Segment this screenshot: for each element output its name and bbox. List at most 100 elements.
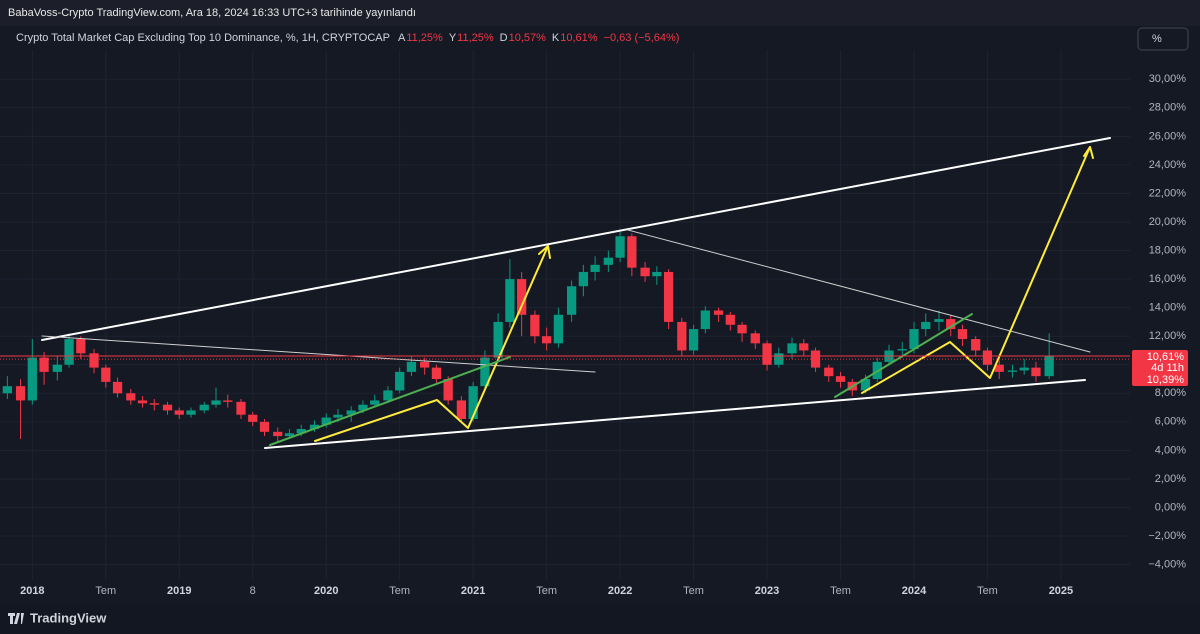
x-tick-label: Tem [977, 585, 998, 597]
candle-body [774, 353, 784, 365]
candle-body [1044, 356, 1054, 377]
candle-body [982, 350, 993, 365]
candle-body [333, 414, 343, 418]
candle-body [27, 357, 37, 401]
footer-bar [0, 604, 1200, 634]
candle-body [909, 329, 919, 350]
legend-value: 10,61% [560, 32, 598, 44]
drawings [41, 137, 1111, 449]
y-tick-label: 18,00% [1149, 244, 1187, 256]
candle-body [505, 279, 515, 322]
candle-body [431, 367, 442, 380]
scale-button-label[interactable]: % [1152, 33, 1162, 45]
candle-body [897, 349, 907, 351]
x-tick-label: Tem [389, 585, 410, 597]
x-tick-label: 2019 [167, 585, 191, 597]
candle-body [358, 404, 368, 411]
publish-info: BabaVoss-Crypto TradingView.com, Ara 18,… [8, 7, 416, 19]
candle-body [370, 400, 380, 405]
y-tick-label: 0,00% [1155, 501, 1186, 513]
candle-body [395, 371, 405, 391]
candle-body [725, 314, 735, 325]
candle-body [126, 393, 136, 401]
candle-body [468, 386, 478, 419]
y-tick-label: 28,00% [1149, 102, 1187, 114]
x-tick-label: Tem [830, 585, 851, 597]
candle-body [603, 257, 613, 265]
candle-body [860, 379, 871, 391]
trend-line [269, 356, 511, 446]
y-tick-label: 4,00% [1155, 444, 1186, 456]
candle-body [223, 400, 233, 402]
candle-body [76, 339, 86, 354]
price-label: 10,61% [1147, 351, 1185, 363]
x-tick-label: Tem [683, 585, 704, 597]
candle-body [321, 417, 331, 425]
candle-body [677, 321, 687, 351]
x-tick-label: 2020 [314, 585, 338, 597]
candle-body [1007, 370, 1018, 372]
candle-body [273, 431, 283, 437]
brand-logo [8, 613, 24, 624]
candle-body [971, 339, 981, 351]
candle-body [615, 236, 625, 258]
candle-body [174, 410, 184, 415]
candle-body [2, 386, 12, 394]
x-tick-label: 2018 [20, 585, 44, 597]
price-lines [0, 355, 1130, 360]
scale-button[interactable] [1137, 27, 1189, 51]
candle-body [663, 271, 674, 322]
candle-body [688, 329, 699, 351]
candle-body [199, 404, 209, 411]
y-tick-label: 6,00% [1155, 416, 1186, 428]
arrow-head [1083, 146, 1094, 159]
candle-body [89, 353, 99, 368]
candle-body [112, 381, 123, 394]
candle-body [824, 367, 834, 377]
x-tick-label: 8 [250, 585, 256, 597]
x-tick-label: Tem [95, 585, 116, 597]
candle-body [15, 386, 26, 401]
y-tick-label: −2,00% [1148, 530, 1186, 542]
candle-body [493, 321, 503, 358]
candle-body [284, 433, 295, 437]
trend-line [834, 313, 973, 398]
y-tick-label: 26,00% [1149, 130, 1187, 142]
legend-value: 10,57% [509, 32, 547, 44]
candles [2, 229, 1054, 442]
candle-body [957, 329, 968, 340]
candle-body [1031, 367, 1041, 377]
y-tick-label: 12,00% [1149, 330, 1187, 342]
trend-line [41, 137, 1111, 341]
header-bar [0, 0, 1200, 26]
candle-body [700, 310, 710, 330]
candle-body [640, 267, 650, 277]
candle-body [456, 400, 467, 419]
price-label: 10,39% [1147, 374, 1185, 386]
candle-body [406, 361, 417, 372]
candle-body [211, 400, 221, 405]
candle-body [39, 357, 49, 372]
candle-body [52, 364, 62, 372]
y-axis: 30,00% 28,00% 26,00% 24,00% 22,00% 20,00% 18,0… [1132, 73, 1188, 570]
candle-body [137, 400, 148, 404]
x-tick-label: 2025 [1049, 585, 1073, 597]
path-drawing [314, 245, 549, 442]
candle-body [994, 364, 1004, 372]
path-drawing [861, 146, 1091, 394]
candle-body [762, 343, 772, 365]
y-tick-label: 20,00% [1149, 216, 1187, 228]
candle-body [934, 319, 944, 322]
y-tick-label: 2,00% [1155, 473, 1186, 485]
candle-body [383, 390, 393, 401]
candle-body [296, 428, 306, 434]
y-tick-label: −4,00% [1148, 558, 1186, 570]
price-label-box [1132, 350, 1188, 387]
candle-body [737, 324, 747, 334]
candle-body [553, 314, 564, 344]
candle-body [566, 286, 577, 315]
candle-body [443, 379, 453, 401]
y-tick-label: 14,00% [1149, 302, 1187, 314]
candle-body [578, 271, 588, 287]
